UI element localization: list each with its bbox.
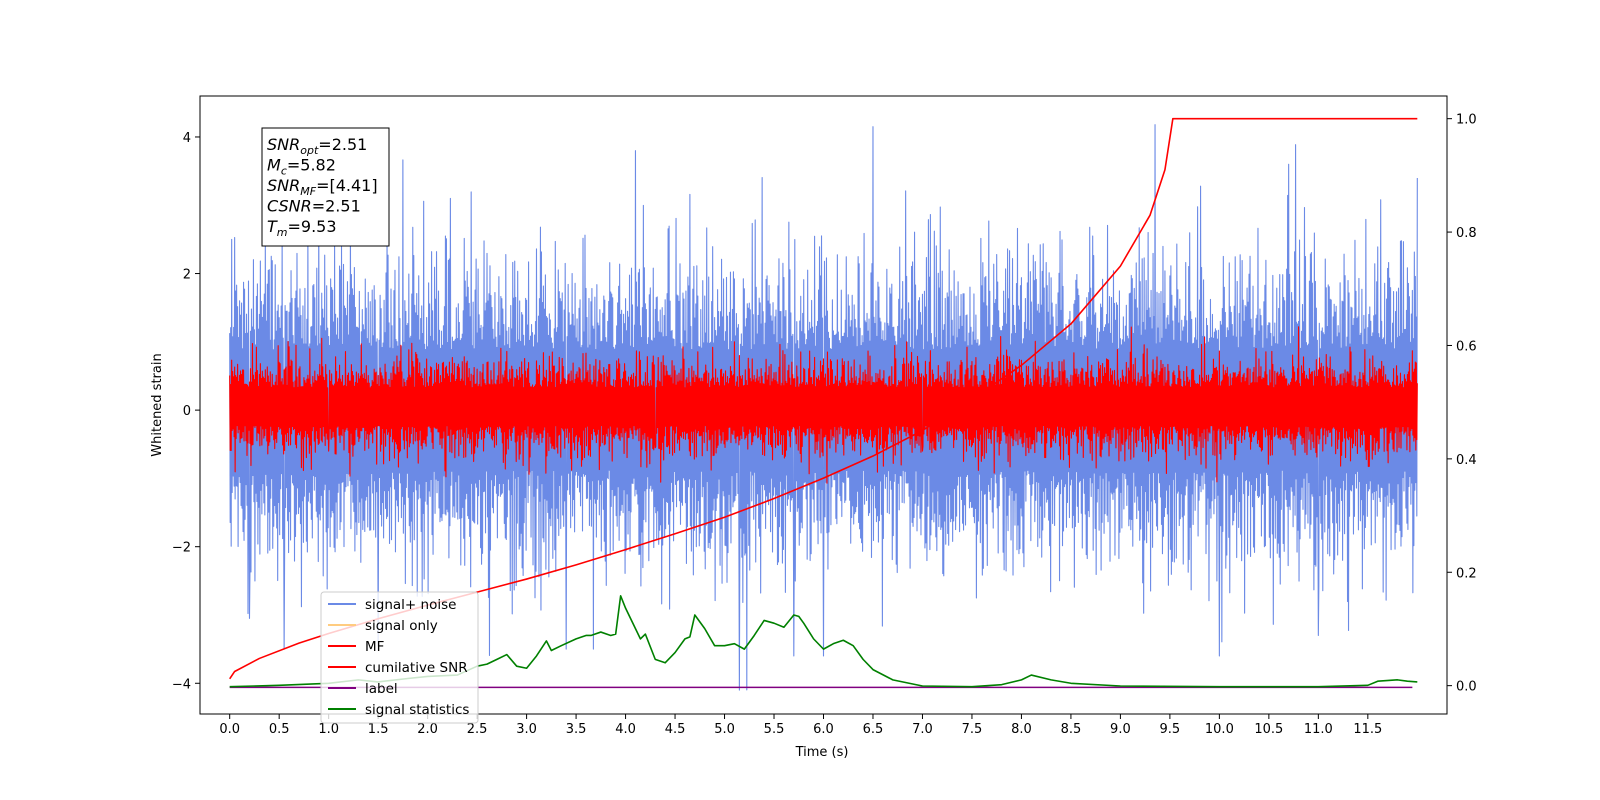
x-tick-label: 1.5 [368, 722, 389, 737]
legend-label: MF [365, 639, 384, 655]
x-tick-label: 6.5 [863, 722, 884, 737]
y-left-tick-label: −4 [172, 677, 191, 692]
x-tick-label: 8.0 [1011, 722, 1032, 737]
legend: signal+ noise signal only MF cumilative SNR… [320, 591, 479, 724]
y-right-tick-label: 0.2 [1456, 566, 1477, 581]
annotation-frame [261, 127, 390, 247]
x-tick-label: 7.0 [912, 722, 933, 737]
x-tick-label: 3.0 [516, 722, 537, 737]
y-left-tick-label: 2 [183, 268, 191, 283]
x-tick-label: 9.0 [1110, 722, 1131, 737]
y-left-tick-label: 4 [183, 131, 191, 146]
legend-label: signal statistics [365, 702, 469, 718]
x-tick-label: 5.5 [764, 722, 785, 737]
x-tick-label: 0.5 [269, 722, 290, 737]
y-right-tick-label: 0.0 [1456, 680, 1477, 695]
y-axis-label: Whitened strain [150, 353, 165, 456]
x-tick-label: 10.5 [1254, 722, 1283, 737]
series-signal-noise [229, 124, 1418, 691]
annotation-line: Tm=9.53 [267, 217, 337, 239]
legend-label: signal+ noise [365, 597, 456, 613]
x-tick-label: 8.5 [1061, 722, 1082, 737]
annotation-box: SNRopt=2.51Mc=5.82SNRMF=[4.41]CSNR=2.51T… [261, 127, 390, 247]
x-tick-label: 4.5 [665, 722, 686, 737]
y-right-tick-label: 1.0 [1456, 113, 1477, 128]
annotation-line: Mc=5.82 [267, 156, 336, 178]
y-right-tick-label: 0.4 [1456, 453, 1477, 468]
x-tick-label: 6.0 [813, 722, 834, 737]
x-tick-label: 2.5 [467, 722, 488, 737]
y-axis-left: −4 −2 0 2 4 [172, 131, 200, 692]
annotation-line: CSNR=2.51 [267, 197, 361, 216]
annotation-line: SNRopt=2.51 [267, 135, 367, 157]
y-axis-right: 0.0 0.2 0.4 0.6 0.8 1.0 [1447, 113, 1477, 695]
y-right-tick-label: 0.6 [1456, 339, 1477, 354]
x-tick-label: 2.0 [417, 722, 438, 737]
series-signal-statistics [229, 595, 1418, 688]
series-mf [229, 326, 1418, 484]
y-right-tick-label: 0.8 [1456, 226, 1477, 241]
legend-label: cumilative SNR [365, 660, 468, 676]
legend-label: signal only [365, 618, 438, 634]
x-tick-label: 5.0 [714, 722, 735, 737]
x-tick-label: 10.0 [1205, 722, 1234, 737]
x-tick-label: 7.5 [962, 722, 983, 737]
x-tick-label: 9.5 [1160, 722, 1181, 737]
x-tick-label: 0.0 [219, 722, 240, 737]
x-tick-label: 1.0 [318, 722, 339, 737]
annotation-line: SNRMF=[4.41] [267, 176, 378, 198]
y-left-tick-label: 0 [183, 404, 191, 419]
x-tick-label: 3.5 [566, 722, 587, 737]
x-tick-label: 11.5 [1353, 722, 1382, 737]
x-tick-label: 11.0 [1304, 722, 1333, 737]
legend-label: label [365, 681, 398, 697]
y-left-tick-label: −2 [172, 541, 191, 556]
legend-frame [320, 591, 479, 724]
x-tick-label: 4.0 [615, 722, 636, 737]
x-axis-label: Time (s) [795, 745, 849, 760]
x-axis: 0.0 0.5 1.0 1.5 2.0 2.5 3.0 3.5 4.0 4.5 5.0 5.5 6.0 6… [219, 714, 1382, 737]
